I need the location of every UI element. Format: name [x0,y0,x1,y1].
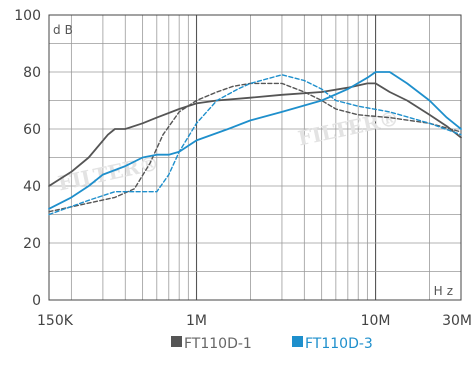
series-layer [48,71,462,216]
watermark-layer: FILTER®FILTER® [56,106,401,196]
y-tick-label: 40 [23,179,41,195]
plot-frame [48,14,462,301]
series-line-ft110d-3-dashed [48,74,462,216]
x-tick-label: 10M [361,313,391,329]
legend-label-ft110d-1: FT110D-1 [184,336,252,352]
y-tick-label: 100 [14,8,41,24]
legend-swatch-ft110d-1 [171,336,182,347]
y-tick-labels: 0 20 40 60 80 100 [14,8,41,309]
y-unit-label: dB [53,23,77,37]
series-line-ft110d-1-dashed [48,82,462,213]
legend: FT110D-1 FT110D-3 [171,336,373,352]
y-tick-label: 0 [32,293,41,309]
grid-lines [49,15,461,300]
series-line-ft110d-3-solid [48,71,462,210]
y-tick-label: 60 [23,122,41,138]
y-tick-label: 20 [23,236,41,252]
series-line-ft110d-1-solid [48,82,462,187]
legend-label-ft110d-3: FT110D-3 [305,336,373,352]
y-tick-label: 80 [23,65,41,81]
x-tick-labels: 150K 1M 10M 30M [37,313,472,329]
legend-swatch-ft110d-3 [292,336,303,347]
x-tick-label: 30M [442,313,472,329]
x-tick-label: 1M [186,313,207,329]
x-tick-label: 150K [37,313,74,329]
x-unit-label: Hz [434,284,457,298]
